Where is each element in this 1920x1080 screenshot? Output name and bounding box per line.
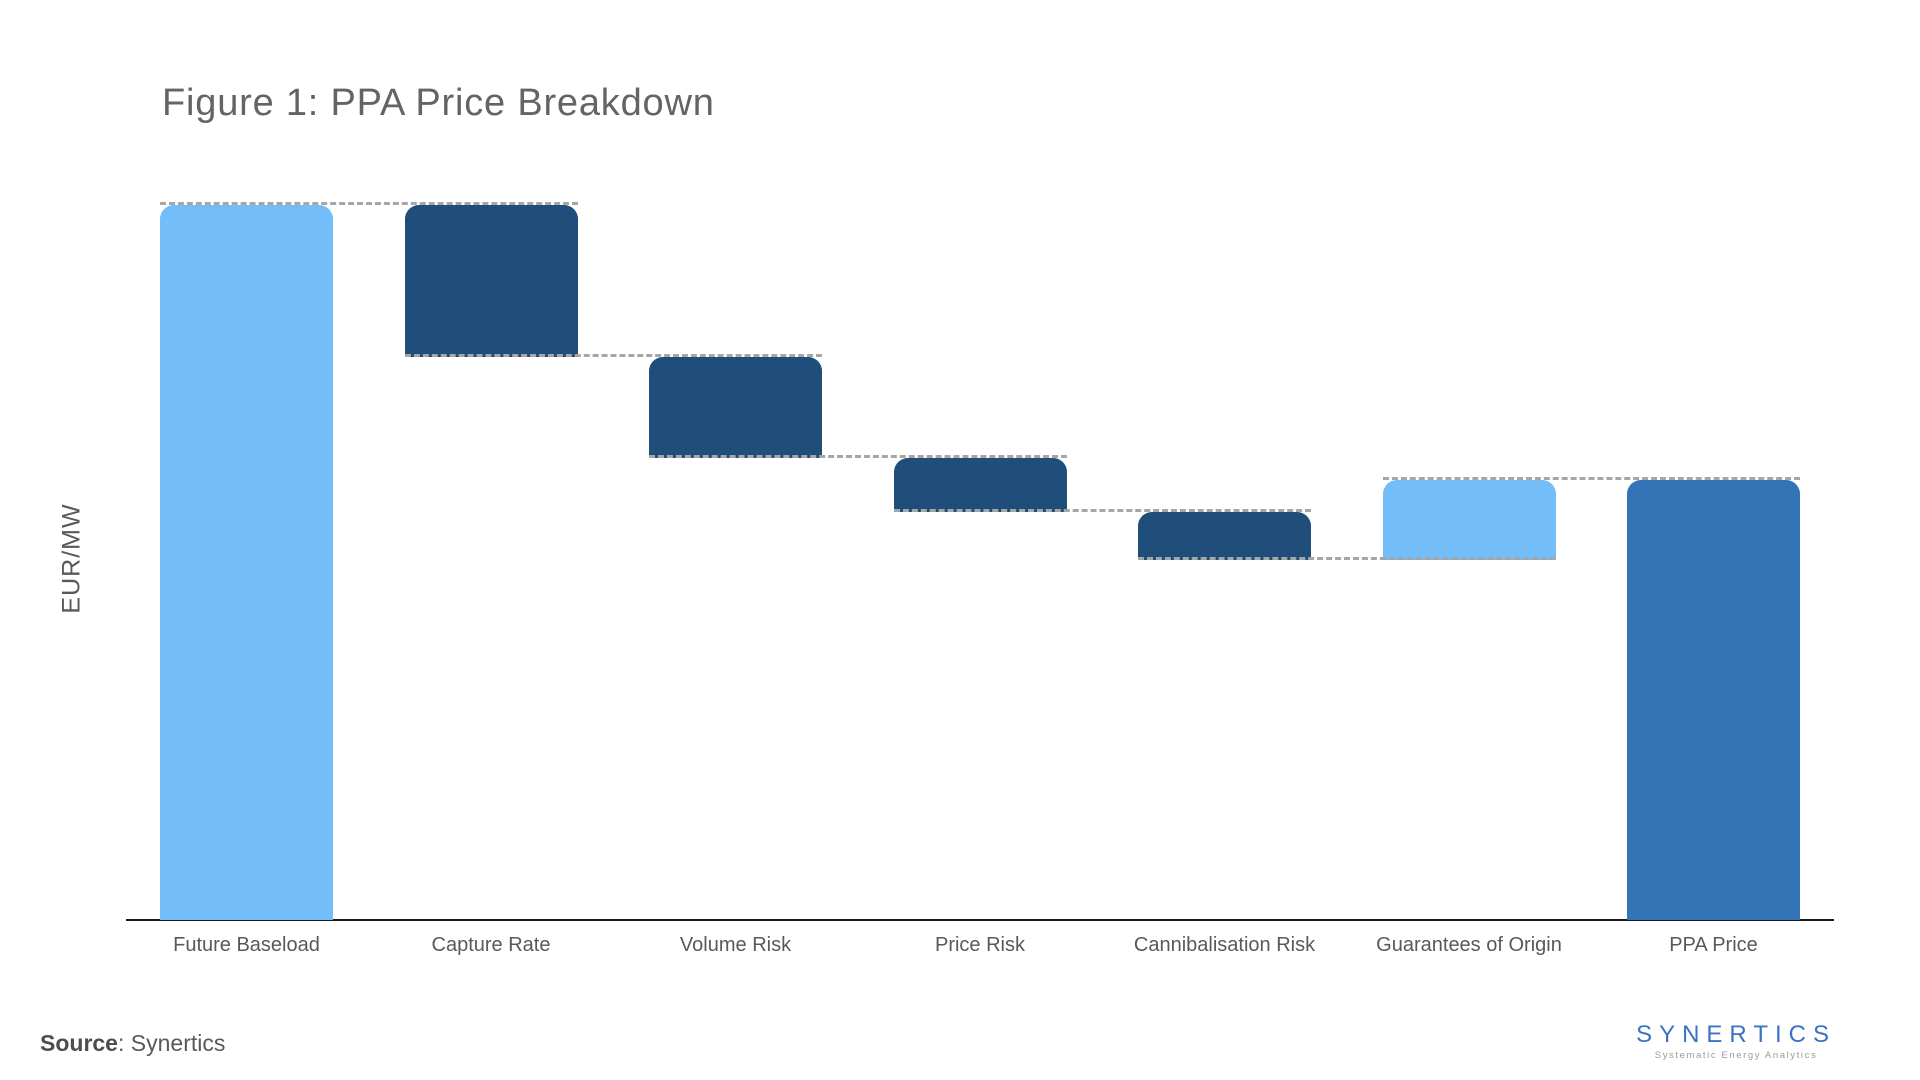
bar-cannibalisation-risk: [1138, 512, 1311, 561]
x-axis-label-capture-rate: Capture Rate: [431, 934, 551, 956]
x-axis-label-price-risk: Price Risk: [934, 934, 1025, 956]
connector-line-future-baseload: [160, 202, 578, 205]
x-axis-label-guarantees-of-origin: Guarantees of Origin: [1376, 934, 1562, 956]
source-label: Source: [40, 1030, 118, 1056]
x-axis-label-future-baseload: Future Baseload: [173, 934, 320, 956]
bar-price-risk: [893, 458, 1067, 513]
source-attribution: Source: Synertics: [40, 1030, 225, 1057]
bar-ppa-price: [1627, 480, 1800, 920]
source-value: : Synertics: [117, 1030, 226, 1056]
x-axis-label-ppa-price: PPA Price: [1669, 934, 1758, 956]
x-axis-label-volume-risk: Volume Risk: [679, 934, 792, 956]
logo-wordmark: SYNERTICS: [1636, 1021, 1836, 1048]
bar-volume-risk: [649, 357, 822, 459]
bar-guarantees-of-origin: [1382, 480, 1556, 561]
bar-future-baseload: [160, 205, 333, 920]
connector-line-price-risk: [893, 509, 1311, 513]
chart-title: Figure 1: PPA Price Breakdown: [162, 82, 715, 124]
connector-line-cannibalisation-risk: [1138, 557, 1556, 561]
connector-line-capture-rate: [404, 354, 822, 358]
x-axis-label-cannibalisation-risk: Cannibalisation Risk: [1133, 934, 1316, 956]
synertics-logo: SYNERTICS Systematic Energy Analytics: [1636, 1021, 1836, 1061]
connector-line-volume-risk: [649, 455, 1067, 459]
logo-tagline: Systematic Energy Analytics: [1654, 1050, 1818, 1061]
x-axis-line: [126, 919, 1834, 921]
connector-line-guarantees-of-origin: [1382, 477, 1800, 481]
bar-capture-rate: [404, 205, 578, 358]
